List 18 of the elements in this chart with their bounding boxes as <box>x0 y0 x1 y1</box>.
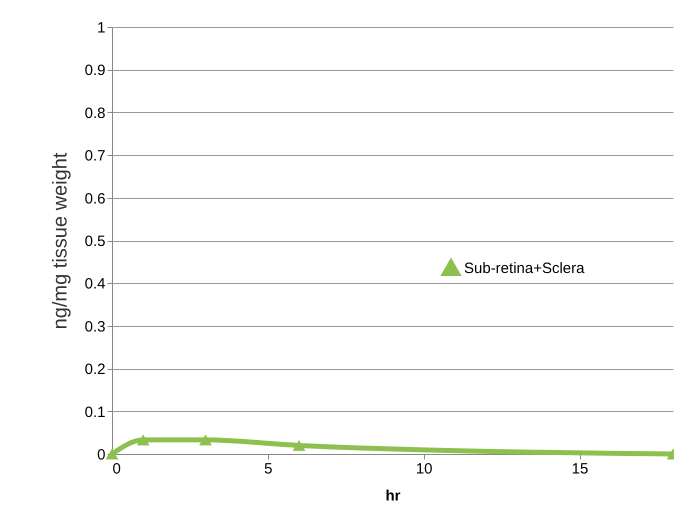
x-tick-label: 0 <box>112 460 121 478</box>
x-tick-label: 10 <box>416 460 433 478</box>
y-tick-label: 0.6 <box>84 190 106 208</box>
x-tick-label: 15 <box>572 460 588 478</box>
y-tick-label: 0.2 <box>84 361 106 378</box>
x-tick-label: 5 <box>264 460 273 478</box>
y-tick-label: 0.8 <box>84 104 106 122</box>
y-tick-label: 0.7 <box>84 148 106 165</box>
y-tick-label: 0.1 <box>84 404 106 421</box>
y-tick-label: 0.4 <box>84 276 106 293</box>
y-tick-label: 0.9 <box>84 62 106 80</box>
y-axis-title: ng/mg tissue weight <box>50 152 72 330</box>
y-tick-label: 0 <box>97 446 106 464</box>
y-tick-label: 0.5 <box>84 233 106 250</box>
legend-label: Sub-retina+Sclera <box>464 260 586 277</box>
y-tick-label: 1 <box>97 20 106 36</box>
y-tick-label: 0.3 <box>84 318 106 336</box>
x-axis-title: hr <box>386 488 401 504</box>
